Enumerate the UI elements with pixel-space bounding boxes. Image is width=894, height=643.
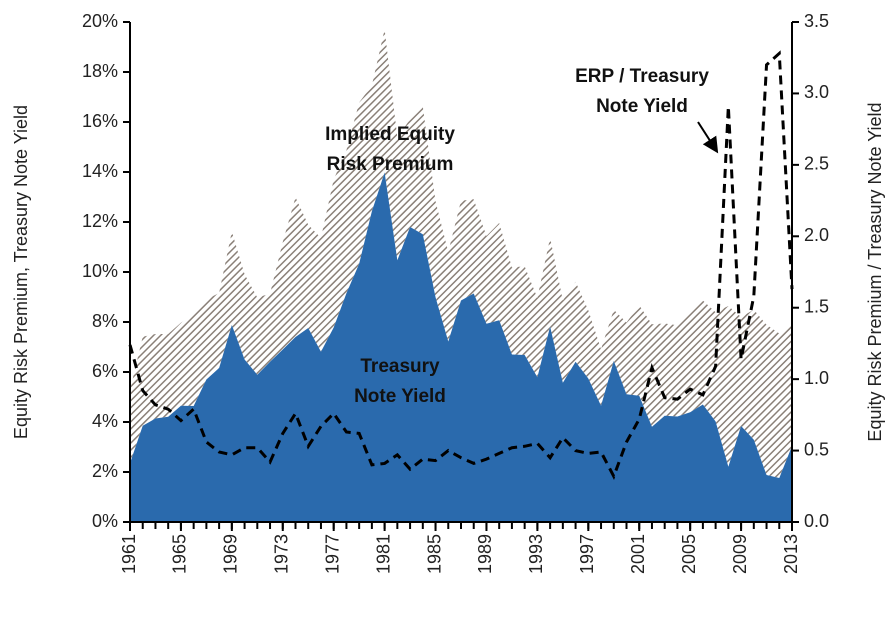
annotation: Risk Premium xyxy=(327,154,454,175)
annotation-arrow xyxy=(697,121,719,154)
y2-tick-label: 3.0 xyxy=(804,82,829,102)
x-tick-label: 2013 xyxy=(781,534,801,574)
annotation: Implied Equity xyxy=(325,124,455,145)
x-tick-label: 1969 xyxy=(221,534,241,574)
y-tick-label: 10% xyxy=(82,261,118,281)
x-tick-label: 1997 xyxy=(577,534,597,574)
y-tick-label: 0% xyxy=(92,511,118,531)
annotation: ERP / Treasury xyxy=(575,66,709,87)
y-tick-label: 18% xyxy=(82,61,118,81)
y-tick-label: 8% xyxy=(92,311,118,331)
y2-tick-label: 1.0 xyxy=(804,368,829,388)
y-axis-title: Equity Risk Premium, Treasury Note Yield xyxy=(11,105,31,439)
x-tick-label: 2001 xyxy=(628,534,648,574)
x-tick-label: 1961 xyxy=(119,534,139,574)
x-tick-label: 1989 xyxy=(475,534,495,574)
x-tick-label: 1965 xyxy=(170,534,190,574)
y-tick-label: 14% xyxy=(82,161,118,181)
x-tick-label: 1993 xyxy=(526,534,546,574)
y-tick-label: 6% xyxy=(92,361,118,381)
y-tick-label: 20% xyxy=(82,11,118,31)
y2-tick-label: 0.5 xyxy=(804,439,829,459)
x-tick-label: 1977 xyxy=(322,534,342,574)
x-tick-label: 2005 xyxy=(679,534,699,574)
y2-tick-label: 3.5 xyxy=(804,11,829,31)
x-tick-label: 2009 xyxy=(730,534,750,574)
erp-area xyxy=(130,29,792,478)
y-tick-label: 4% xyxy=(92,411,118,431)
x-tick-label: 1981 xyxy=(373,534,393,574)
y-tick-label: 12% xyxy=(82,211,118,231)
treasury-area xyxy=(130,172,792,522)
x-tick-label: 1973 xyxy=(272,534,292,574)
annotation: Treasury xyxy=(360,356,440,377)
y-tick-label: 16% xyxy=(82,111,118,131)
y2-tick-label: 1.5 xyxy=(804,296,829,316)
y2-tick-label: 2.5 xyxy=(804,154,829,174)
y2-axis-title: Equity Risk Premium / Treasury Note Yiel… xyxy=(865,102,885,441)
y2-tick-label: 2.0 xyxy=(804,225,829,245)
annotation: Note Yield xyxy=(354,386,446,407)
x-tick-label: 1985 xyxy=(424,534,444,574)
y2-tick-label: 0.0 xyxy=(804,511,829,531)
annotation: Note Yield xyxy=(596,96,688,117)
y-tick-label: 2% xyxy=(92,461,118,481)
ratio-line xyxy=(128,50,794,480)
